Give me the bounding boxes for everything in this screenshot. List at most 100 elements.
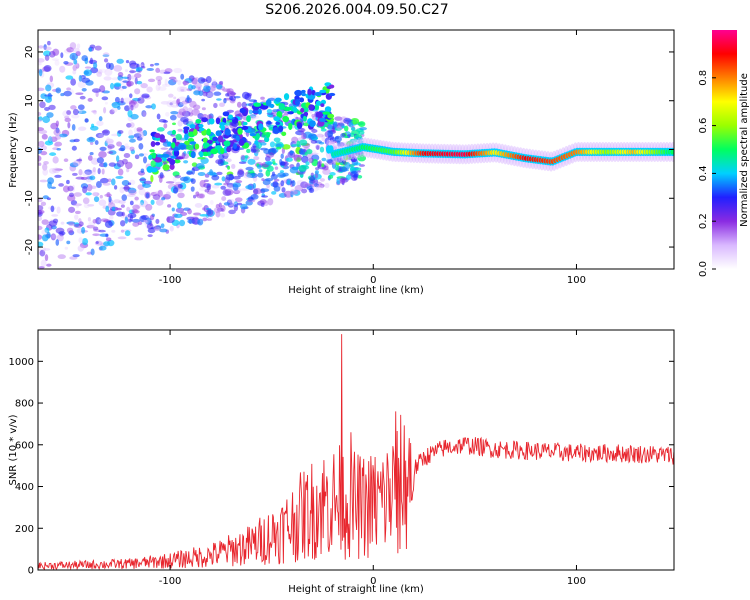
spectrogram-cell	[60, 221, 65, 225]
spectrogram-cell	[239, 107, 246, 114]
spectrogram-cell	[119, 186, 125, 194]
spectrogram-cell	[307, 88, 312, 96]
spectrogram-cell	[126, 206, 131, 212]
spectrogram-cell	[290, 190, 294, 198]
spectrogram-cell	[260, 96, 265, 100]
spectrogram-cell	[109, 109, 115, 115]
spectrogram-cell	[184, 133, 189, 141]
spectrogram-cell	[195, 191, 200, 197]
spectrogram-cell	[168, 79, 177, 86]
spectrogram-cell	[150, 167, 158, 173]
spectrogram-cell	[188, 84, 193, 91]
spectrogram-cell	[97, 168, 101, 175]
spectrogram-cell	[95, 132, 104, 139]
spectrogram-cell	[64, 115, 70, 120]
spectrogram-cell	[314, 104, 320, 111]
spectrogram-cell	[176, 98, 181, 105]
spectrogram-cell	[38, 45, 44, 49]
spectrogram-cell	[142, 130, 148, 137]
spectrogram-cell	[107, 144, 115, 149]
spectrogram-cell	[225, 174, 235, 181]
spectrogram-cell	[236, 101, 242, 108]
spectrogram-cell	[177, 128, 183, 132]
spectrogram-cell	[300, 107, 305, 113]
spectrogram-cell	[266, 184, 270, 189]
spectrogram-cell	[126, 122, 132, 128]
spectrogram-cell	[56, 206, 61, 214]
spectrogram-cell	[167, 141, 172, 147]
spectrogram-cell	[222, 117, 227, 124]
spectrogram-cell	[53, 129, 61, 136]
spectrogram-cell	[336, 125, 342, 130]
spectrogram-cell	[38, 234, 43, 240]
spectrogram-cell	[350, 127, 356, 131]
spectrogram-cell	[118, 200, 126, 204]
spectrogram-cell	[217, 135, 224, 143]
spectrogram-cell	[89, 141, 94, 145]
spectrogram-cell	[177, 79, 182, 86]
spectrogram-cell	[220, 124, 225, 131]
spectrogram-cell	[82, 171, 91, 177]
spectrogram-cell	[232, 182, 242, 188]
spectrogram-cell	[38, 127, 45, 132]
spectrogram-cell	[38, 216, 43, 222]
spectrogram-cell	[55, 120, 60, 127]
spectrogram-cell	[99, 68, 107, 73]
spectrogram-cell	[267, 198, 274, 206]
spectrogram-cell	[338, 166, 348, 173]
spectrogram-cell	[241, 101, 247, 109]
colorbar-label: Normalized spectral amplitude	[739, 73, 750, 227]
spectrogram-cell	[318, 160, 322, 168]
spectrogram-cell	[100, 218, 109, 222]
spectrogram-cell	[134, 195, 139, 202]
spectrogram-cell	[75, 92, 84, 95]
spectrogram-cell	[168, 93, 174, 98]
spectrogram-cell	[64, 246, 69, 250]
spectrogram-cell	[267, 161, 272, 166]
spectrogram-cell	[190, 186, 195, 192]
spectrogram-cell	[87, 97, 93, 102]
spectrogram-cell	[194, 76, 199, 81]
spectrogram-cell	[141, 110, 147, 117]
spectrogram-cell	[38, 129, 48, 134]
spectrogram-cell	[77, 245, 84, 252]
spectrogram-cell	[154, 132, 161, 139]
spectrogram-cell	[139, 215, 147, 223]
spectrogram-cell	[189, 141, 197, 145]
spectrogram-cell	[75, 202, 80, 209]
spectrogram-cell	[155, 67, 161, 73]
spectrogram-cell	[328, 92, 336, 97]
spectrogram-cell	[78, 169, 83, 176]
spectrogram-cell	[222, 88, 231, 92]
spectrogram-cell	[90, 169, 97, 176]
spectrogram-cell	[316, 133, 324, 138]
spectrogram-cells	[38, 40, 367, 269]
spectrogram-cell	[269, 141, 276, 148]
spectrogram-cell	[127, 110, 133, 118]
spectrogram-cell	[52, 167, 61, 174]
spectrogram-cell	[305, 161, 310, 166]
spectrogram-cell	[253, 102, 262, 107]
spectrogram-cell	[303, 182, 311, 188]
spectrogram-cell	[72, 64, 77, 71]
spectrogram-cell	[83, 203, 90, 209]
spectrogram-cell	[301, 155, 309, 163]
spectrogram-cell	[222, 111, 230, 117]
spectrogram-cell	[127, 187, 137, 194]
y-tick-label: 10	[24, 94, 35, 107]
spectrogram-cell	[124, 105, 131, 112]
spectrogram-cell	[271, 191, 277, 195]
spectrogram-cell	[341, 125, 346, 129]
spectrogram-cell	[206, 128, 211, 136]
spectrogram-cell	[229, 96, 234, 101]
spectrogram-cell	[244, 93, 252, 101]
spectrogram-cell	[78, 109, 83, 114]
band-core-cell	[670, 149, 674, 155]
spectrogram-cell	[93, 196, 100, 203]
snr-y-label: SNR (10 * v/v)	[8, 414, 19, 485]
spectrogram-cell	[194, 82, 202, 89]
spectrogram-cell	[154, 62, 160, 66]
spectrogram-cell	[92, 191, 98, 197]
spectrogram-cell	[278, 103, 286, 111]
spectrogram-cell	[232, 143, 238, 149]
